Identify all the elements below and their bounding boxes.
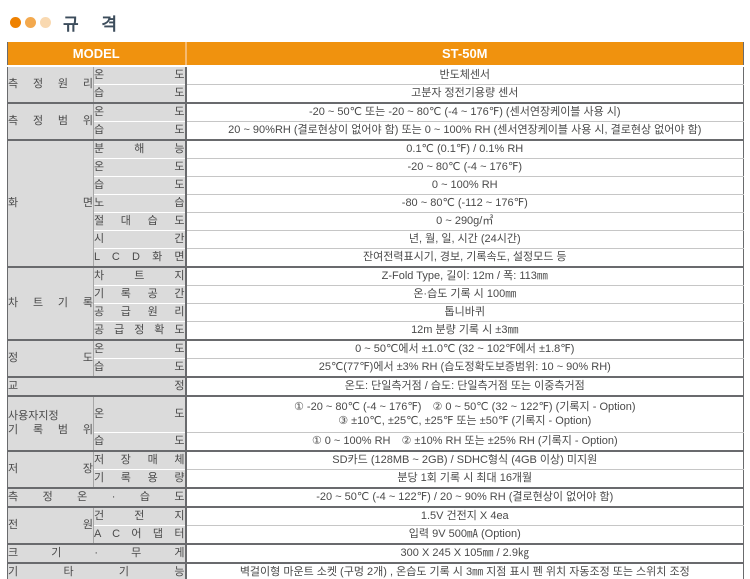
spec-sublabel-cell: 온 도 — [93, 395, 187, 433]
spec-category-cell: 정 도 — [7, 339, 94, 377]
spec-category-cell: 기 타 기 능 — [7, 562, 187, 579]
spec-value-cell: 잔여전력표시기, 경보, 기록속도, 설정모드 등 — [185, 248, 744, 267]
spec-sublabel-cell: 습 도 — [93, 176, 187, 195]
spec-row: 교 정 온도: 단일측거점 / 습도: 단일측거점 또는 이중측거점 — [7, 376, 744, 396]
spec-value-cell: 온·습도 기록 시 100㎜ — [185, 285, 744, 304]
spec-row: 공 급 원 리 톱니바퀴 — [8, 303, 744, 322]
spec-category-cell: 차 트 기 록 — [7, 266, 94, 340]
spec-sublabel-cell: 온 도 — [93, 65, 187, 85]
spec-value-cell: 반도체센서 — [185, 65, 744, 85]
spec-sublabel-cell: 기 록 용 량 — [93, 469, 187, 488]
spec-value-cell: 0 ~ 50℃에서 ±1.0℃ (32 ~ 102℉에서 ±1.8℉) — [185, 339, 744, 359]
spec-value-cell: 온도: 단일측거점 / 습도: 단일측거점 또는 이중측거점 — [185, 376, 744, 396]
spec-value-cell: 0 ~ 290g/㎥ — [185, 212, 744, 231]
spec-sublabel-cell: 기 록 공 간 — [93, 285, 187, 304]
spec-row: 습 도 25℃(77℉)에서 ±3% RH (습도정확도보증범위: 10 ~ 90… — [8, 358, 744, 377]
spec-category-cell: 전 원 — [7, 506, 94, 544]
spec-sublabel-cell: 온 도 — [93, 158, 187, 177]
spec-sublabel-cell: 습 도 — [93, 432, 187, 451]
spec-sublabel-cell: 차 트 지 — [93, 266, 187, 286]
spec-value-cell: 300 X 245 X 105㎜ / 2.9㎏ — [185, 543, 744, 563]
spec-value-cell: Z-Fold Type, 길이: 12m / 폭: 113㎜ — [185, 266, 744, 286]
spec-row: 온 도 -20 ~ 80℃ (-4 ~ 176℉) — [8, 158, 744, 177]
spec-row: 기 타 기 능 벽걸이형 마운트 소켓 (구멍 2개) , 온습도 기록 시 3㎜… — [7, 562, 744, 579]
spec-value-cell: 0 ~ 100% RH — [185, 176, 744, 195]
spec-category-cell: 교 정 — [7, 376, 187, 396]
bullet-dot-icon — [10, 17, 21, 28]
spec-sublabel-cell: 습 도 — [93, 84, 187, 103]
spec-category-cell: 측 정 온 · 습 도 — [7, 487, 187, 507]
spec-category-cell: 저 장 — [7, 450, 94, 488]
spec-row: 기 록 용 량 분당 1회 기록 시 최대 16개월 — [8, 469, 744, 488]
spec-category-cell: 측 정 원 리 — [7, 65, 94, 103]
spec-value-cell: -20 ~ 50℃ 또는 -20 ~ 80℃ (-4 ~ 176℉) (센서연장… — [185, 102, 744, 122]
bullet-dot-icon — [25, 17, 36, 28]
spec-value-cell: 년, 월, 일, 시간 (24시간) — [185, 230, 744, 249]
spec-value-cell: 톱니바퀴 — [185, 303, 744, 322]
spec-sublabel-cell: 건 전 지 — [93, 506, 187, 526]
spec-value-cell: 벽걸이형 마운트 소켓 (구멍 2개) , 온습도 기록 시 3㎜ 지점 표시 … — [185, 562, 744, 579]
spec-value-cell: 1.5V 건전지 X 4ea — [185, 506, 744, 526]
spec-category-cell: 크 기 · 무 게 — [7, 543, 187, 563]
spec-row: A C 어 댑 터 입력 9V 500㎃ (Option) — [8, 525, 744, 544]
section-title-bar: 규 격 — [0, 0, 750, 42]
spec-sublabel-cell: 온 도 — [93, 102, 187, 122]
spec-value-cell: SD카드 (128MB ~ 2GB) / SDHC형식 (4GB 이상) 미지원 — [185, 450, 744, 470]
spec-value-cell: 20 ~ 90%RH (결로현상이 없어야 함) 또는 0 ~ 100% RH … — [185, 121, 744, 140]
bullet-dot-icon — [40, 17, 51, 28]
spec-row: L C D 화 면 잔여전력표시기, 경보, 기록속도, 설정모드 등 — [8, 248, 744, 267]
table-header-row: MODEL ST-50M — [7, 42, 744, 67]
page-title: 규 격 — [63, 15, 127, 34]
spec-sublabel-cell: 저 장 매 체 — [93, 450, 187, 470]
spec-value-cell: -20 ~ 80℃ (-4 ~ 176℉) — [185, 158, 744, 177]
spec-value-cell: ① -20 ~ 80℃ (-4 ~ 176℉) ② 0 ~ 50℃ (32 ~ … — [185, 395, 744, 433]
spec-sublabel-cell: L C D 화 면 — [93, 248, 187, 267]
spec-sublabel-cell: 공 급 정 확 도 — [93, 321, 187, 340]
spec-value-cell: 고분자 정전기용량 센서 — [185, 84, 744, 103]
spec-sublabel-cell: 온 도 — [93, 339, 187, 359]
spec-category-cell: 화 면 — [7, 139, 94, 267]
spec-value-cell: 0.1℃ (0.1℉) / 0.1% RH — [185, 139, 744, 159]
spec-category-cell: 측 정 범 위 — [7, 102, 94, 140]
spec-row: 습 도 20 ~ 90%RH (결로현상이 없어야 함) 또는 0 ~ 100% … — [8, 121, 744, 140]
spec-row: 측 정 온 · 습 도 -20 ~ 50℃ (-4 ~ 122℉) / 20 ~ … — [7, 487, 744, 507]
spec-sublabel-cell: 공 급 원 리 — [93, 303, 187, 322]
spec-row: 공 급 정 확 도 12m 분량 기록 시 ±3㎜ — [8, 321, 744, 340]
spec-row: 크 기 · 무 게 300 X 245 X 105㎜ / 2.9㎏ — [7, 543, 744, 563]
spec-sublabel-cell: 노 습 — [93, 194, 187, 213]
model-header-cell: MODEL — [7, 42, 187, 67]
spec-sublabel-cell: 습 도 — [93, 358, 187, 377]
spec-sublabel-cell: 분 해 능 — [93, 139, 187, 159]
spec-value-cell: -80 ~ 80℃ (-112 ~ 176℉) — [185, 194, 744, 213]
spec-category-cell: 사용자지정 기 록 범 위 — [7, 395, 94, 451]
spec-sublabel-cell: 습 도 — [93, 121, 187, 140]
spec-row: 노 습 -80 ~ 80℃ (-112 ~ 176℉) — [8, 194, 744, 213]
spec-sublabel-cell: 절 대 습 도 — [93, 212, 187, 231]
spec-row: 기 록 공 간 온·습도 기록 시 100㎜ — [8, 285, 744, 304]
spec-value-cell: -20 ~ 50℃ (-4 ~ 122℉) / 20 ~ 90% RH (결로현… — [185, 487, 744, 507]
spec-row: 습 도 고분자 정전기용량 센서 — [8, 84, 744, 103]
spec-value-cell: 입력 9V 500㎃ (Option) — [185, 525, 744, 544]
model-value-header-cell: ST-50M — [185, 42, 744, 67]
spec-sublabel-cell: 시 간 — [93, 230, 187, 249]
spec-row: 시 간 년, 월, 일, 시간 (24시간) — [8, 230, 744, 249]
spec-sublabel-cell: A C 어 댑 터 — [93, 525, 187, 544]
spec-value-cell: 12m 분량 기록 시 ±3㎜ — [185, 321, 744, 340]
spec-value-cell: ① 0 ~ 100% RH ② ±10% RH 또는 ±25% RH (기록지 … — [185, 432, 744, 451]
spec-value-cell: 25℃(77℉)에서 ±3% RH (습도정확도보증범위: 10 ~ 90% R… — [185, 358, 744, 377]
spec-value-cell: 분당 1회 기록 시 최대 16개월 — [185, 469, 744, 488]
